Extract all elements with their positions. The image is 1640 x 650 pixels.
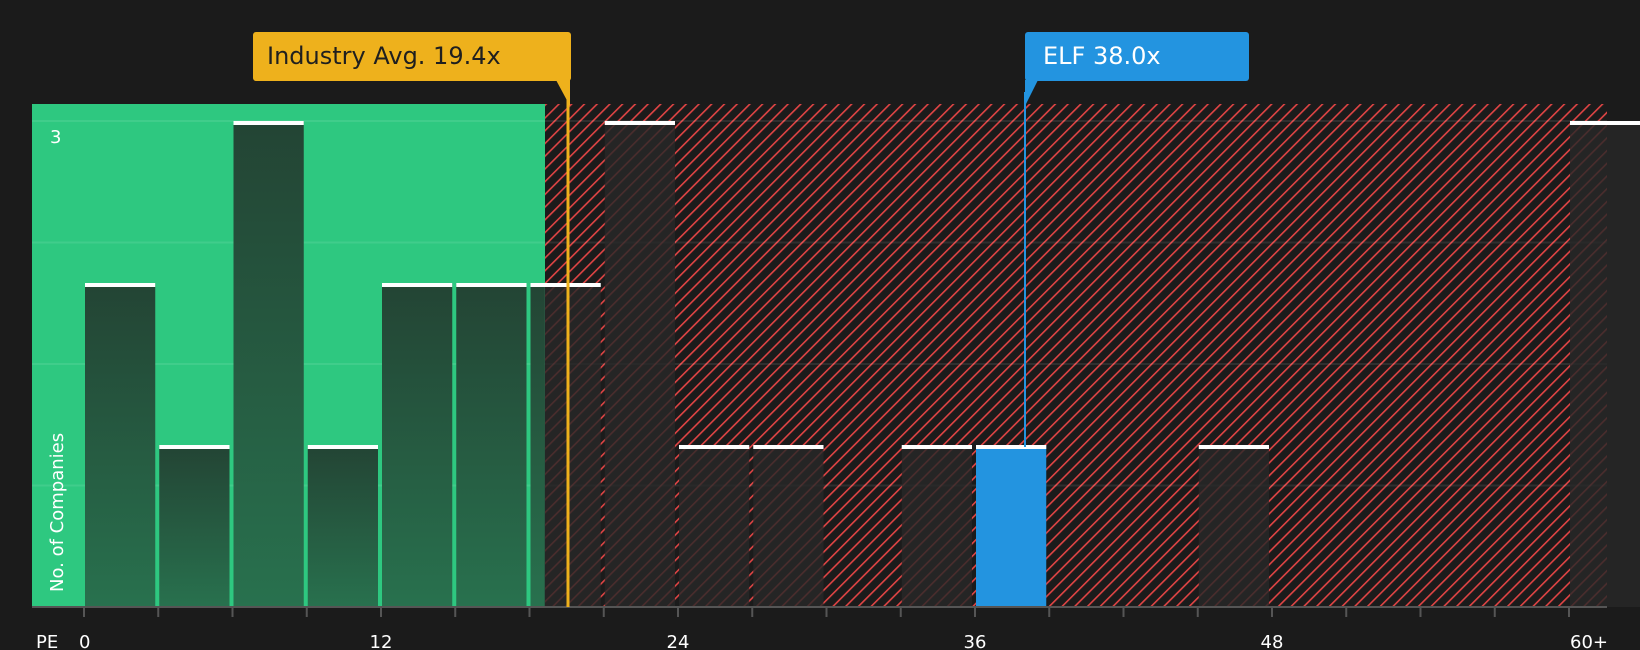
bar-cap xyxy=(976,445,1047,449)
x-tick-label: 48 xyxy=(1261,632,1284,650)
bar-cap xyxy=(604,121,675,125)
bar-cap xyxy=(679,445,750,449)
bar-cap xyxy=(307,445,378,449)
elf-pe-label: ELF 38.0x xyxy=(1043,42,1161,70)
histogram-bar xyxy=(901,445,972,607)
bar-cap xyxy=(85,283,156,287)
histogram-bar xyxy=(456,283,527,607)
x-tick-label: 0 xyxy=(79,632,90,650)
histogram-bar xyxy=(382,283,453,607)
x-tick-label: 24 xyxy=(667,632,690,650)
histogram-bar xyxy=(1570,121,1640,607)
histogram-bar xyxy=(159,445,230,607)
x-tick-labels: 0 12 24 36 48 60+ xyxy=(79,632,1608,650)
bars xyxy=(85,121,1640,607)
bar-cap xyxy=(1570,121,1640,125)
bar-cap xyxy=(1198,445,1269,449)
histogram-bar xyxy=(976,445,1047,607)
histogram-bar xyxy=(753,445,824,607)
histogram-bar xyxy=(530,283,601,607)
industry-callout-pointer xyxy=(556,80,570,106)
x-axis-ticks xyxy=(83,607,1570,617)
elf-pe-callout: ELF 38.0x xyxy=(1025,32,1249,81)
histogram-bar xyxy=(307,445,378,607)
histogram-bar xyxy=(604,121,675,607)
bar-cap xyxy=(382,283,453,287)
bar-cap xyxy=(233,121,304,125)
industry-avg-callout: Industry Avg. 19.4x xyxy=(253,32,571,81)
bar-cap xyxy=(456,283,527,287)
bar-cap xyxy=(901,445,972,449)
x-axis-title: PE xyxy=(36,632,58,650)
x-tick-label: 60+ xyxy=(1570,632,1608,650)
y-axis-title: No. of Companies xyxy=(47,433,68,592)
y-tick-3: 3 xyxy=(50,127,61,148)
plot-area xyxy=(32,80,1640,617)
bar-cap xyxy=(530,283,601,287)
histogram-bar xyxy=(233,121,304,607)
industry-avg-label: Industry Avg. 19.4x xyxy=(267,42,501,70)
histogram-bar xyxy=(1198,445,1269,607)
elf-callout-pointer xyxy=(1025,80,1038,106)
bar-cap xyxy=(753,445,824,449)
bar-cap xyxy=(159,445,230,449)
histogram-bar xyxy=(679,445,750,607)
x-tick-label: 36 xyxy=(964,632,987,650)
histogram-bar xyxy=(85,283,156,607)
x-tick-label: 12 xyxy=(370,632,393,650)
